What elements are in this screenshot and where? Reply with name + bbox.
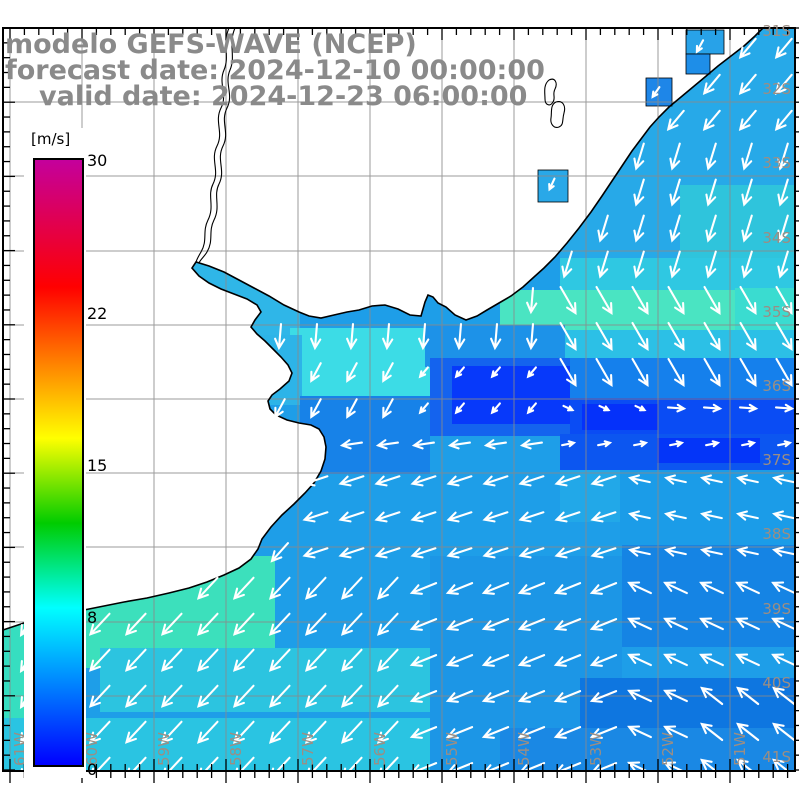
coastline [2, 27, 764, 631]
forecast-date-label: forecast date: 2024-12-10 00:00:00 [5, 55, 545, 86]
colorbar-tick-15: 15 [87, 456, 108, 475]
lat-label-31S: 31S [762, 22, 791, 40]
wind-vector-field [19, 37, 796, 781]
lat-label-35S: 35S [762, 303, 791, 321]
lat-label-41S: 41S [762, 748, 791, 766]
lon-label-58W: 58W [227, 732, 245, 766]
graticule-labels: 61W 60W 59W 58W 57W 56W 55W 54W 53W 52W 51W31S32S3… [11, 22, 791, 766]
colorbar-tick-0: 0 [87, 760, 98, 779]
lat-label-38S: 38S [762, 525, 791, 543]
valid-date-label: valid date: 2024-12-23 06:00:00 [39, 81, 528, 112]
lat-label-37S: 37S [762, 451, 791, 469]
coastline-and-rivers [2, 27, 764, 631]
colorbar: [m/s] [24, 128, 86, 778]
lon-label-55W: 55W [443, 732, 461, 766]
lat-label-32S: 32S [762, 80, 791, 98]
coastal-lagoons [537, 29, 725, 203]
lat-label-40S: 40S [762, 674, 791, 692]
colorbar-tick-22: 22 [87, 304, 108, 323]
colorbar-tick-8: 8 [87, 608, 98, 627]
lat-label-34S: 34S [762, 229, 791, 247]
colorbar-gradient [33, 158, 84, 767]
colorbar-unit-label: [m/s] [31, 130, 71, 148]
lon-label-53W: 53W [587, 732, 605, 766]
lon-label-56W: 56W [371, 732, 389, 766]
land-mass [3, 28, 763, 630]
axis-ticks [4, 27, 799, 783]
lon-label-59W: 59W [155, 732, 173, 766]
lon-label-52W: 52W [659, 732, 677, 766]
lat-label-39S: 39S [762, 600, 791, 618]
model-title: modelo GEFS-WAVE (NCEP) [5, 29, 417, 60]
lat-label-36S: 36S [762, 377, 791, 395]
lat-label-33S: 33S [762, 154, 791, 172]
lon-label-57W: 57W [299, 732, 317, 766]
lon-label-54W: 54W [515, 732, 533, 766]
lon-label-51W: 51W [731, 732, 749, 766]
lon-label-60W: 60W [83, 732, 101, 766]
colorbar-tick-30: 30 [87, 151, 108, 170]
